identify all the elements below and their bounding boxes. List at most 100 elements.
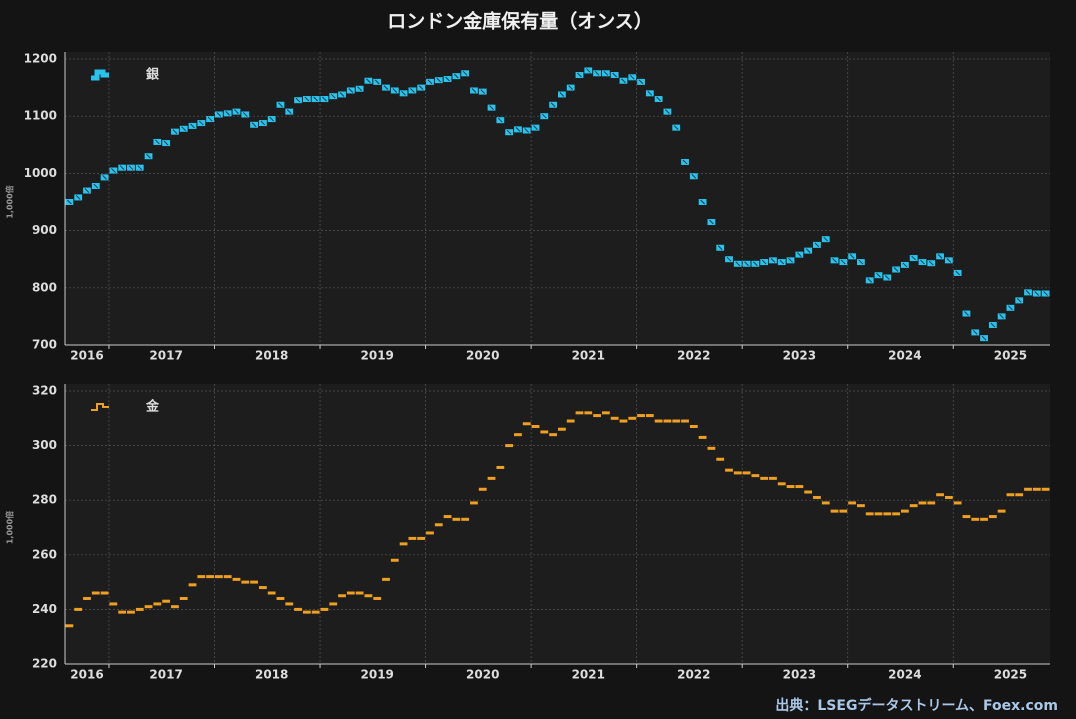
marker (645, 414, 654, 418)
marker-cross (541, 113, 547, 119)
marker-cross (67, 199, 72, 205)
marker (988, 515, 997, 519)
marker (505, 444, 514, 448)
marker (223, 575, 232, 579)
marker (215, 575, 223, 579)
x-tick-label: 2021 (572, 349, 605, 363)
marker-cross (594, 70, 600, 76)
marker-cross (867, 278, 873, 283)
chart-title: ロンドン金庫保有量（オンス） (387, 10, 653, 33)
marker-cross (902, 262, 908, 268)
marker (936, 493, 944, 497)
source: 出典：LSEGデータストリーム、Foex.com (775, 697, 1058, 714)
marker-cross (374, 79, 380, 85)
y-tick-label: 240 (32, 602, 57, 616)
marker (91, 591, 100, 595)
marker-cross (163, 140, 169, 146)
marker-cross (788, 257, 793, 263)
marker-cross (506, 129, 512, 135)
marker (725, 468, 733, 472)
y-tick-label: 260 (32, 547, 57, 561)
marker-cross (964, 311, 969, 316)
marker-cross (647, 90, 653, 96)
marker (566, 419, 575, 423)
marker-cross (348, 88, 354, 93)
marker-cross (796, 252, 802, 257)
y-tick-label: 280 (32, 493, 57, 507)
marker (522, 422, 531, 426)
marker-cross (471, 88, 477, 93)
marker-cross (726, 256, 732, 262)
marker-cross (559, 92, 565, 97)
marker (839, 509, 848, 513)
marker (373, 596, 382, 600)
marker (338, 594, 346, 598)
marker (241, 580, 250, 584)
marker-cross (761, 259, 767, 265)
marker (487, 476, 496, 480)
legend-label: 銀 (146, 67, 159, 83)
x-tick-label: 2017 (149, 349, 182, 363)
y-tick-label: 900 (32, 223, 57, 237)
marker (162, 599, 171, 603)
x-tick-label: 2020 (466, 349, 499, 363)
marker-cross (366, 78, 371, 84)
marker-cross (198, 120, 204, 126)
marker (769, 476, 777, 480)
marker-cross (190, 123, 195, 129)
marker-cross (691, 173, 697, 179)
marker-cross (286, 109, 292, 114)
marker-cross (322, 96, 327, 102)
marker (135, 607, 144, 611)
x-tick-label: 2019 (361, 668, 394, 682)
marker-cross (893, 267, 899, 272)
y-tick-label: 220 (32, 657, 57, 671)
marker (426, 531, 434, 535)
marker (619, 419, 628, 423)
marker (417, 536, 426, 540)
x-tick-label: 2021 (572, 668, 605, 682)
marker-cross (84, 188, 90, 193)
marker-cross (990, 322, 996, 328)
marker (813, 495, 821, 499)
marker (584, 411, 593, 415)
marker (470, 501, 478, 505)
marker-cross (278, 102, 283, 108)
marker-cross (111, 168, 116, 173)
marker (232, 577, 241, 581)
marker (127, 610, 135, 614)
legend-label: 金 (145, 399, 160, 415)
marker (1041, 487, 1050, 491)
marker (1006, 493, 1015, 497)
marker-cross (75, 195, 81, 200)
marker (777, 482, 786, 486)
marker-cross (480, 89, 486, 94)
x-tick-label: 2016 (70, 349, 103, 363)
marker (716, 457, 725, 461)
x-tick-label: 2017 (149, 668, 182, 682)
marker-cross (533, 125, 538, 130)
marker-cross (717, 245, 723, 251)
x-tick-label: 2023 (783, 349, 816, 363)
marker (250, 580, 258, 584)
marker-cross (638, 79, 644, 85)
marker-cross (955, 270, 961, 276)
marker-cross (454, 73, 459, 79)
marker-cross (304, 96, 310, 102)
y-tick-label: 320 (32, 384, 57, 398)
marker-cross (858, 259, 864, 265)
marker-cross (313, 96, 319, 102)
marker-cross (981, 335, 987, 341)
marker (294, 607, 302, 611)
marker-cross (999, 314, 1004, 319)
marker-cross (225, 110, 231, 116)
x-tick-label: 2019 (361, 349, 394, 363)
marker (637, 414, 645, 418)
marker (496, 465, 505, 469)
marker (742, 471, 751, 475)
marker-cross (770, 257, 776, 263)
marker-cross (1025, 290, 1031, 295)
plot-area (65, 384, 1050, 664)
marker (329, 602, 338, 606)
x-tick-label: 2024 (888, 668, 921, 682)
